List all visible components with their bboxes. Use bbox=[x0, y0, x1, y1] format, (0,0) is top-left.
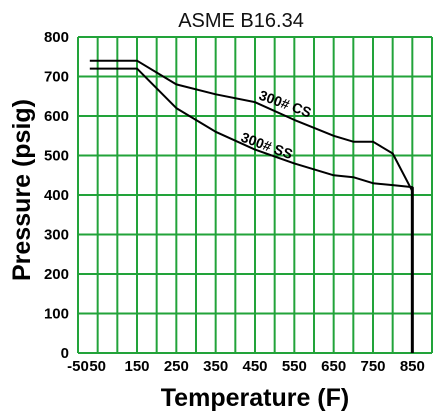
chart-series bbox=[89, 59, 414, 353]
x-tick-label: 550 bbox=[282, 358, 307, 375]
x-tick-label: -50 bbox=[67, 358, 89, 375]
chart-title: ASME B16.34 bbox=[178, 10, 304, 32]
chart-grid bbox=[77, 36, 433, 354]
series-label: 300# SS bbox=[239, 129, 295, 162]
y-tick-label: 300 bbox=[44, 227, 69, 244]
x-axis-ticks: -50 50 150 250 350 450 550 650 750 850 bbox=[67, 358, 425, 375]
y-tick-label: 100 bbox=[44, 306, 69, 323]
series-line bbox=[89, 67, 414, 353]
x-tick-label: 750 bbox=[360, 358, 385, 375]
x-tick-label: 450 bbox=[242, 358, 267, 375]
y-tick-label: 0 bbox=[61, 345, 69, 362]
x-tick-label: 350 bbox=[203, 358, 228, 375]
y-tick-label: 600 bbox=[44, 108, 69, 125]
y-tick-label: 800 bbox=[44, 29, 69, 46]
series-line bbox=[89, 59, 414, 353]
y-tick-label: 400 bbox=[44, 187, 69, 204]
x-tick-label: 50 bbox=[89, 358, 106, 375]
x-tick-label: 250 bbox=[164, 358, 189, 375]
x-tick-label: 650 bbox=[321, 358, 346, 375]
y-tick-label: 200 bbox=[44, 266, 69, 283]
x-tick-label: 150 bbox=[124, 358, 149, 375]
y-tick-label: 500 bbox=[44, 148, 69, 165]
x-tick-label: 850 bbox=[400, 358, 425, 375]
y-axis-ticks: 0 100 200 300 400 500 600 700 800 bbox=[44, 29, 69, 362]
y-axis-label: Pressure (psig) bbox=[8, 99, 36, 281]
y-tick-label: 700 bbox=[44, 69, 69, 86]
x-axis-label: Temperature (F) bbox=[161, 384, 349, 412]
